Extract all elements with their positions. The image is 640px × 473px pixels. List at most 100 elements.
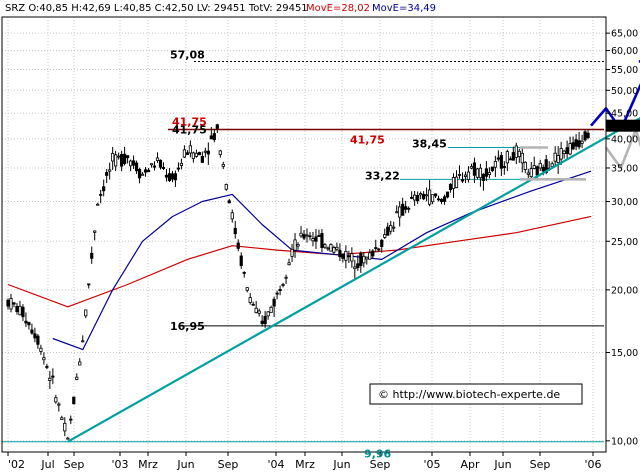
annotation-label: 41,75 bbox=[350, 134, 385, 147]
x-tick-label: Jun bbox=[176, 458, 194, 471]
y-tick-label: 25,00 bbox=[611, 237, 638, 248]
candle-body bbox=[78, 361, 82, 366]
candle-body bbox=[410, 197, 414, 199]
candle-body bbox=[155, 157, 160, 161]
y-tick-label: 20,00 bbox=[611, 285, 638, 296]
candle-body bbox=[257, 310, 261, 314]
trendline bbox=[67, 116, 640, 443]
candle-body bbox=[517, 150, 521, 157]
x-tick-label: Jun bbox=[493, 458, 511, 471]
x-tick-label: Sep bbox=[530, 458, 551, 471]
candle-body bbox=[541, 167, 545, 172]
candle-body bbox=[66, 437, 70, 440]
candle-body bbox=[317, 235, 321, 237]
candle-body bbox=[69, 418, 73, 421]
candle-body bbox=[574, 139, 578, 147]
candle-body bbox=[419, 193, 423, 196]
x-tick-label: Sep bbox=[218, 458, 239, 471]
y-tick-label: 45,00 bbox=[611, 109, 638, 120]
candle-body bbox=[565, 147, 569, 155]
candle-body bbox=[284, 276, 288, 279]
copyright-box: © http://www.biotech-experte.de bbox=[369, 383, 583, 405]
x-tick-label: Sep bbox=[64, 458, 85, 471]
candle-body bbox=[254, 307, 258, 314]
candle-body bbox=[556, 155, 560, 164]
candle-body bbox=[15, 305, 19, 313]
candle-body bbox=[392, 226, 396, 229]
candle-body bbox=[326, 247, 330, 250]
candle-body bbox=[30, 329, 34, 334]
candle-body bbox=[389, 225, 393, 232]
candle-body bbox=[439, 198, 444, 203]
candle-body bbox=[305, 234, 309, 237]
candle-body bbox=[320, 233, 324, 248]
y-tick-label: 60,00 bbox=[611, 46, 638, 57]
candle-body bbox=[544, 159, 548, 173]
candle-body bbox=[499, 155, 503, 169]
candle-body bbox=[191, 152, 195, 159]
candle-body bbox=[18, 305, 22, 316]
level-label: 57,08 bbox=[170, 48, 205, 61]
mov-e-short-line bbox=[52, 170, 592, 351]
candle-body bbox=[224, 184, 228, 190]
candle-body bbox=[209, 135, 213, 140]
candle-body bbox=[559, 148, 563, 160]
candle-body bbox=[502, 166, 506, 168]
candle-body bbox=[108, 169, 112, 172]
level-label: 33,22 bbox=[365, 169, 400, 182]
candle-body bbox=[272, 298, 276, 307]
level-label: 9,96 bbox=[364, 448, 391, 461]
x-tick-label: Sep bbox=[370, 458, 391, 471]
candle-body bbox=[84, 309, 88, 317]
candle-body bbox=[353, 266, 357, 270]
candle-body bbox=[586, 132, 590, 139]
last-price-box bbox=[606, 119, 640, 132]
candle-body bbox=[293, 239, 297, 251]
x-tick-label: '06 bbox=[584, 458, 601, 471]
candle-body bbox=[149, 163, 154, 166]
candle-body bbox=[233, 227, 237, 235]
frame bbox=[1, 16, 607, 453]
candle-body bbox=[553, 152, 557, 162]
candle-body bbox=[466, 171, 471, 181]
y-axis: 65,00 60,00 55,00 50,00 45,00 40,00 35,00 30,00… bbox=[606, 29, 640, 447]
candle-body bbox=[63, 422, 67, 432]
candle-body bbox=[302, 234, 306, 239]
candle-body bbox=[120, 154, 124, 167]
candle-body bbox=[523, 161, 527, 170]
x-tick-label: Mrz bbox=[295, 458, 315, 471]
y-tick-label: 35,00 bbox=[611, 163, 638, 174]
plot-frame bbox=[1, 16, 607, 453]
candle-body bbox=[511, 152, 515, 161]
candle-body bbox=[529, 168, 533, 177]
candle-body bbox=[185, 152, 189, 155]
candle-body bbox=[81, 340, 85, 343]
x-tick-label: '02 bbox=[8, 458, 25, 471]
candle-body bbox=[538, 163, 542, 169]
candle-body bbox=[445, 191, 450, 198]
candle-body bbox=[221, 163, 225, 167]
x-tick-label: Jul bbox=[40, 458, 54, 471]
candle-body bbox=[206, 150, 210, 155]
candle-body bbox=[93, 230, 97, 233]
candle-body bbox=[102, 186, 106, 192]
candle-body bbox=[290, 248, 294, 257]
candle-body bbox=[350, 253, 354, 262]
forecast-paths bbox=[520, 60, 640, 181]
candle-body bbox=[197, 152, 201, 156]
candle-body bbox=[152, 165, 157, 168]
mov-e-long-line bbox=[7, 215, 592, 308]
x-tick-label: Apr bbox=[460, 458, 480, 471]
candle-body bbox=[508, 158, 512, 161]
forecast-grey-path bbox=[604, 128, 640, 170]
candle-body bbox=[577, 140, 581, 148]
candle-body bbox=[422, 193, 426, 200]
chart-header-stats: SRZ O:40,85 H:42,69 L:40,85 C:42,50 LV: … bbox=[5, 3, 308, 14]
candle-body bbox=[562, 150, 566, 155]
candle-body bbox=[323, 244, 327, 248]
candle-body bbox=[535, 166, 539, 176]
candle-body bbox=[21, 306, 25, 318]
candle-body bbox=[496, 157, 500, 160]
candle-body bbox=[568, 143, 572, 155]
